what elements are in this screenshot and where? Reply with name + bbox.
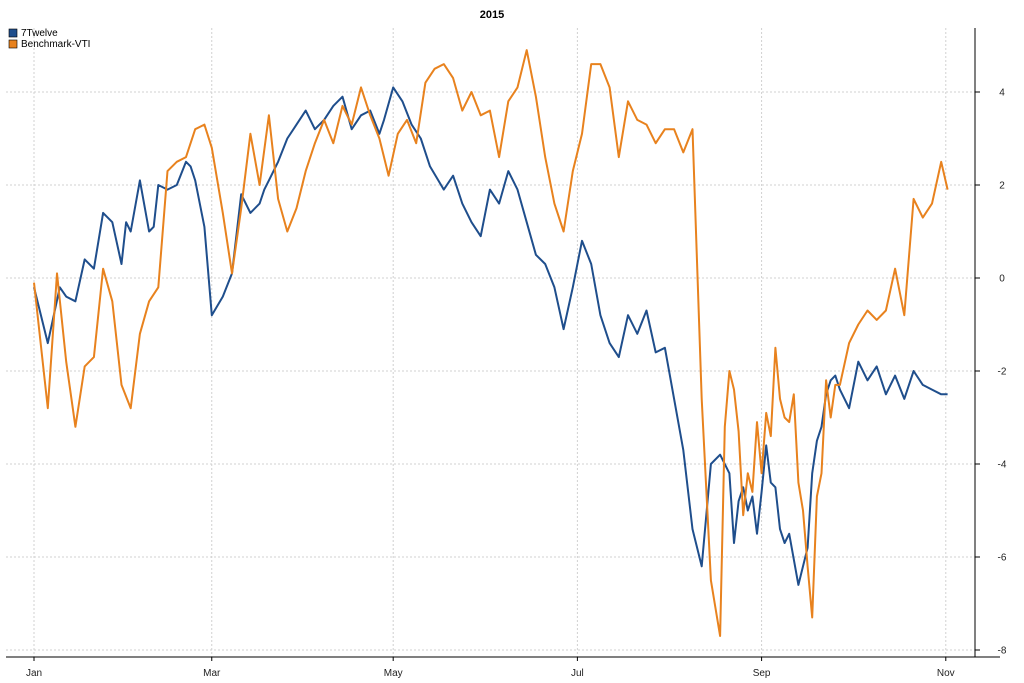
- y-tick-label: -6: [998, 553, 1007, 564]
- legend-label: 7Twelve: [21, 28, 58, 39]
- series-line-benchmark-vti: [33, 49, 949, 637]
- y-tick-label: 2: [999, 181, 1005, 192]
- series-lines: [33, 49, 949, 637]
- legend-swatch: [8, 28, 18, 38]
- y-tick-label: -8: [998, 646, 1007, 657]
- x-tick-label: Jan: [26, 668, 42, 679]
- chart-title: 2015: [480, 9, 504, 21]
- series-line-7twelve: [33, 86, 948, 586]
- legend-swatch: [8, 39, 18, 49]
- x-axis-ticks: Jan Mar May Jul Sep Nov: [26, 657, 955, 679]
- legend-label: Benchmark-VTI: [21, 39, 90, 50]
- y-tick-label: -2: [998, 367, 1007, 378]
- x-tick-label: Jul: [571, 668, 584, 679]
- y-tick-label: 4: [999, 88, 1005, 99]
- x-tick-label: Mar: [203, 668, 221, 679]
- x-tick-label: Sep: [753, 668, 771, 679]
- y-tick-label: -4: [998, 460, 1007, 471]
- x-tick-label: May: [384, 668, 403, 679]
- y-tick-label: 0: [999, 274, 1005, 285]
- y-axis-ticks: 4 2 0 -2 -4 -6 -8: [975, 88, 1007, 657]
- grid: [6, 28, 975, 657]
- x-tick-label: Nov: [937, 668, 955, 679]
